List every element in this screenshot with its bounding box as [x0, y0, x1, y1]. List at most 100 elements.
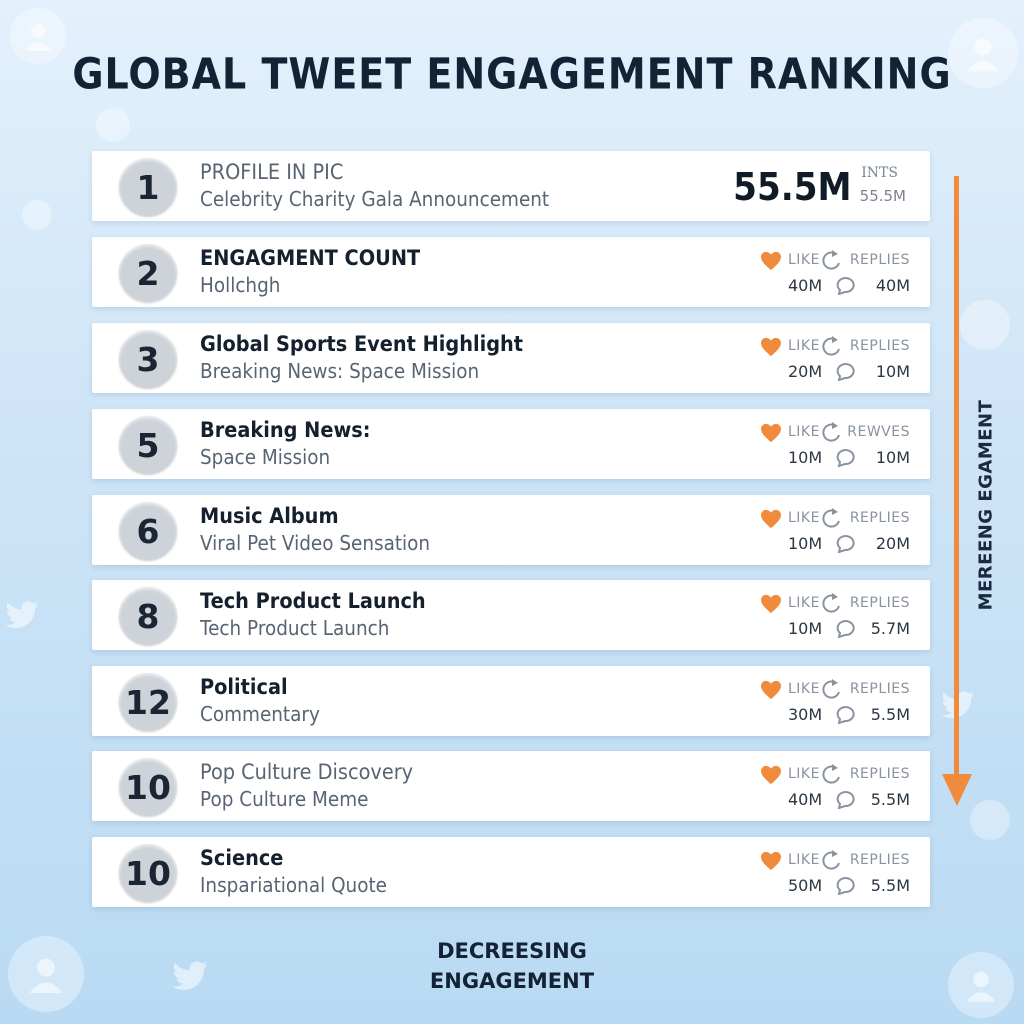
footer-line-2: ENGAGEMENT	[429, 969, 595, 993]
engagement-stats: LIKE REWVES 10M 10M	[760, 421, 910, 471]
entry-title: PROFILE IN PIC	[200, 160, 344, 184]
heart-icon[interactable]	[760, 423, 782, 448]
likes-count: 10M	[788, 448, 823, 467]
replies-label: REPLIES	[849, 338, 910, 354]
entry-subtitle: Inspariational Quote	[200, 873, 388, 897]
ranking-row[interactable]: 12 Political Commentary LIKE REPLIES 30M 5.5M	[92, 666, 930, 736]
rank-badge: 1	[119, 158, 177, 216]
ranking-row[interactable]: 3 Global Sports Event Highlight Breaking N…	[92, 323, 930, 393]
engagement-stats: LIKE REPLIES 40M 40M	[760, 249, 910, 299]
like-label: LIKE	[788, 424, 820, 440]
entry-subtitle: Celebrity Charity Gala Announcement	[200, 187, 550, 211]
heart-icon[interactable]	[760, 251, 782, 276]
retweet-icon[interactable]	[820, 679, 844, 704]
heart-icon[interactable]	[760, 680, 782, 705]
rank-badge: 5	[119, 416, 177, 474]
ranking-row[interactable]: 8 Tech Product Launch Tech Product Launch L…	[92, 580, 930, 650]
ranking-row[interactable]: 6 Music Album Viral Pet Video Sensation LIK…	[92, 495, 930, 565]
like-label: LIKE	[788, 766, 820, 782]
rank-badge: 10	[119, 758, 177, 816]
bg-profile-icon	[8, 936, 84, 1012]
ranking-row-top[interactable]: 1 PROFILE IN PIC Celebrity Charity Gala …	[92, 151, 930, 221]
heart-icon[interactable]	[760, 337, 782, 362]
entry-title: Tech Product Launch	[200, 589, 426, 613]
replies-count: 40M	[875, 276, 910, 295]
engagement-stats: LIKE REPLIES 30M 5.5M	[760, 678, 910, 728]
retweet-icon[interactable]	[820, 508, 844, 533]
ranking-row[interactable]: 2 ENGAGMENT COUNT Hollchgh LIKE REPLIES 40M 40…	[92, 237, 930, 307]
rank-badge: 10	[119, 844, 177, 902]
replies-count: 5.5M	[870, 705, 910, 724]
retweet-icon[interactable]	[820, 422, 844, 447]
entry-subtitle: Space Mission	[200, 445, 331, 469]
entry-title: Science	[200, 846, 284, 870]
rank-badge: 8	[119, 587, 177, 645]
retweet-icon[interactable]	[820, 250, 844, 275]
engagement-stats: LIKE REPLIES 10M 5.7M	[760, 592, 910, 642]
likes-count: 10M	[788, 619, 823, 638]
like-label: LIKE	[788, 510, 820, 526]
heart-icon[interactable]	[760, 509, 782, 534]
reply-icon[interactable]	[836, 533, 858, 558]
ranking-row[interactable]: 5 Breaking News: Space Mission LIKE REWVES 10…	[92, 409, 930, 479]
replies-label: REPLIES	[849, 852, 910, 868]
retweet-icon[interactable]	[820, 593, 844, 618]
heart-icon[interactable]	[760, 765, 782, 790]
like-label: LIKE	[788, 595, 820, 611]
bg-bird-icon	[172, 961, 208, 990]
engagement-stats: LIKE REPLIES 50M 5.5M	[760, 849, 910, 899]
reply-icon[interactable]	[836, 275, 858, 300]
replies-count: 10M	[875, 448, 910, 467]
page-title: GLOBAL TWEET ENGAGEMENT RANKING	[72, 49, 952, 99]
replies-label: REPLIES	[849, 252, 910, 268]
rank-badge: 6	[119, 502, 177, 560]
footer-line-1: DECREESING	[437, 939, 587, 963]
replies-label: REPLIES	[849, 681, 910, 697]
bg-profile-icon	[948, 952, 1014, 1018]
entry-title: Music Album	[200, 504, 339, 528]
reply-icon[interactable]	[836, 361, 858, 386]
reply-icon[interactable]	[836, 618, 858, 643]
like-label: LIKE	[788, 338, 820, 354]
retweet-icon[interactable]	[820, 850, 844, 875]
retweet-icon[interactable]	[820, 336, 844, 361]
replies-count: 20M	[875, 534, 910, 553]
rank-badge: 12	[119, 673, 177, 731]
bg-profile-icon	[10, 8, 66, 64]
entry-title: Breaking News:	[200, 418, 371, 442]
heart-icon[interactable]	[760, 851, 782, 876]
reply-icon[interactable]	[836, 704, 858, 729]
reply-icon[interactable]	[836, 789, 858, 814]
engagement-stats: LIKE REPLIES 40M 5.5M	[760, 763, 910, 813]
ranking-row[interactable]: 10 Pop Culture Discovery Pop Culture Meme L…	[92, 751, 930, 821]
like-label: LIKE	[788, 852, 820, 868]
replies-label: REPLIES	[849, 766, 910, 782]
replies-count: 5.7M	[870, 619, 910, 638]
replies-count: 5.5M	[870, 876, 910, 895]
bg-profile-icon	[948, 18, 1018, 88]
side-label: MEREENG EGAMENT	[975, 399, 997, 611]
bg-bubble-icon	[22, 200, 52, 230]
ranking-row[interactable]: 10 Science Inspariational Quote LIKE REPLIES…	[92, 837, 930, 907]
reply-icon[interactable]	[836, 875, 858, 900]
bg-bubble-icon	[960, 300, 1010, 350]
total-engagement-value: 55.5M	[733, 165, 852, 209]
replies-count: 10M	[875, 362, 910, 381]
retweet-icon[interactable]	[820, 764, 844, 789]
entry-subtitle: Pop Culture Meme	[200, 787, 369, 811]
like-label: LIKE	[788, 681, 820, 697]
down-arrow-icon	[942, 176, 972, 806]
entry-title: Political	[200, 675, 288, 699]
entry-title: Pop Culture Discovery	[200, 760, 414, 784]
rank-badge: 3	[119, 330, 177, 388]
engagement-stats: LIKE REPLIES 10M 20M	[760, 507, 910, 557]
entry-title: Global Sports Event Highlight	[200, 332, 524, 356]
replies-label: REPLIES	[849, 510, 910, 526]
engagement-stats: LIKE REPLIES 20M 10M	[760, 335, 910, 385]
reply-icon[interactable]	[836, 447, 858, 472]
replies-label: REWVES	[847, 424, 910, 440]
likes-count: 50M	[788, 876, 823, 895]
rank-badge: 2	[119, 244, 177, 302]
entry-subtitle: Hollchgh	[200, 273, 281, 297]
heart-icon[interactable]	[760, 594, 782, 619]
